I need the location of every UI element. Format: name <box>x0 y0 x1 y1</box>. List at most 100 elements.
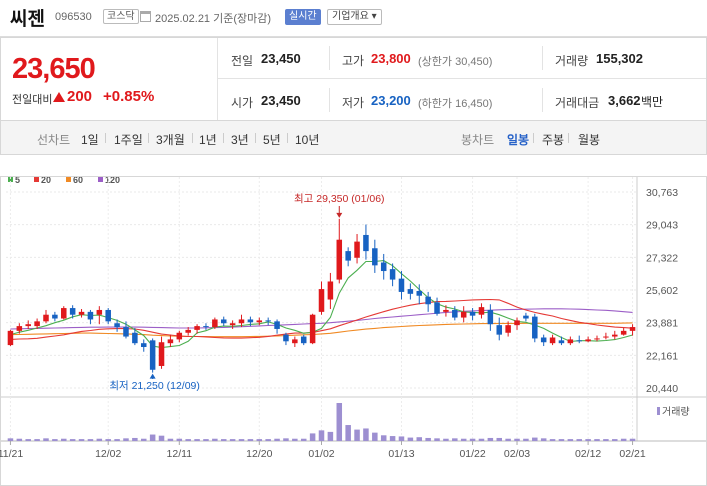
period-5y[interactable]: 5년 <box>263 133 281 147</box>
high-annotation: 최고 29,350 (01/06) <box>294 193 385 205</box>
candle-body <box>140 343 147 347</box>
candle-body <box>540 337 547 343</box>
volume-bar <box>34 439 40 441</box>
candle-body <box>194 326 200 330</box>
candle-body <box>567 339 574 344</box>
volume-bar <box>620 438 627 441</box>
y-tick-label: 22,161 <box>646 350 678 362</box>
candle-body <box>274 321 280 329</box>
divider <box>329 46 330 70</box>
divider <box>255 133 256 143</box>
volume-label: 거래량 <box>555 54 589 68</box>
volume-bar <box>69 439 76 441</box>
volume-bar <box>567 439 574 441</box>
y-tick-label: 25,602 <box>646 285 678 297</box>
period-bar: 선차트 1일 1주일 3개월 1년 3년 5년 10년 봉차트 일봉 주봉 월봉 <box>0 121 707 155</box>
volume-bar <box>318 430 325 441</box>
upper-limit: (상한가 30,450) <box>418 56 493 68</box>
candle-body <box>460 311 467 318</box>
volume-bar <box>132 437 138 441</box>
low-value: 23,200 <box>371 93 411 108</box>
volume-bar <box>425 437 431 441</box>
candle-body <box>416 290 423 296</box>
volume-bar <box>176 438 183 441</box>
divider <box>218 78 706 79</box>
candle-body <box>105 309 111 322</box>
candle-body <box>612 334 618 337</box>
low-label: 저가 <box>342 96 365 110</box>
period-1d[interactable]: 1일 <box>81 133 99 147</box>
legend-ma120: 120 <box>98 175 120 185</box>
volume-bar <box>327 431 334 441</box>
candle-body <box>380 262 387 272</box>
volume-bar <box>443 438 449 441</box>
candle-body <box>309 314 316 344</box>
stock-code: 096530 <box>55 11 92 23</box>
y-tick-label: 29,043 <box>646 220 678 232</box>
volume-bar <box>594 439 600 441</box>
volume-bar <box>585 439 591 441</box>
candle-body <box>318 289 325 312</box>
period-3y[interactable]: 3년 <box>231 133 249 147</box>
current-price: 23,650 <box>12 53 96 85</box>
candle-body <box>7 330 14 346</box>
volume-bar <box>25 439 31 441</box>
x-tick-label: 02/03 <box>504 448 530 460</box>
divider <box>568 133 569 143</box>
prev-label: 전일 <box>231 54 254 68</box>
volume-bar <box>220 439 227 441</box>
candle-body <box>452 309 458 318</box>
amount-label: 거래대금 <box>555 96 600 110</box>
volume-bar <box>238 439 245 441</box>
candle-body <box>203 326 209 328</box>
candle-body <box>345 251 351 261</box>
volume-bar <box>158 435 165 441</box>
period-weekly[interactable]: 주봉 <box>542 133 565 147</box>
calendar-icon <box>140 11 151 22</box>
stock-name: 씨젠 <box>10 9 45 30</box>
x-tick-label: 12/20 <box>246 448 272 460</box>
volume-bar <box>185 439 191 441</box>
x-tick-label: 12/02 <box>95 448 121 460</box>
period-daily[interactable]: 일봉 <box>507 133 530 147</box>
candle-body <box>469 311 476 316</box>
candle-body <box>123 327 129 337</box>
candle-body <box>212 319 218 328</box>
volume-bar <box>380 435 387 441</box>
y-tick-label: 23,881 <box>646 318 678 330</box>
period-monthly[interactable]: 월봉 <box>578 133 601 147</box>
candle-body <box>372 248 378 266</box>
price-chart[interactable]: 30,763 29,043 27,322 25,602 23,881 22,161 20,4… <box>0 155 707 486</box>
volume-bar <box>354 429 360 441</box>
company-overview-button[interactable]: 기업개요 ▾ <box>327 9 382 25</box>
x-tick-label: 11/21 <box>0 448 23 460</box>
volume-bar <box>247 439 254 441</box>
volume-bar <box>78 439 85 441</box>
volume-bar <box>123 438 129 441</box>
volume-bar <box>229 439 236 441</box>
volume-bar <box>514 438 520 441</box>
volume-bar <box>496 437 503 441</box>
line-chart-label: 선차트 <box>37 133 71 147</box>
realtime-button[interactable]: 실시간 <box>285 9 321 25</box>
candle-body <box>43 314 49 322</box>
divider <box>105 133 106 143</box>
candle-body <box>443 309 449 312</box>
lower-limit: (하한가 16,450) <box>418 98 493 110</box>
x-tick-label: 01/22 <box>459 448 485 460</box>
candle-body <box>354 241 360 258</box>
candle-body <box>558 340 565 344</box>
divider <box>148 133 149 143</box>
candle-body <box>34 321 40 327</box>
period-1w[interactable]: 1주일 <box>114 133 143 147</box>
period-1y[interactable]: 1년 <box>199 133 217 147</box>
volume-bar <box>336 403 343 441</box>
volume-bar <box>87 439 94 441</box>
candle-body <box>487 309 494 325</box>
candle-body <box>336 239 343 280</box>
volume-bar <box>460 438 467 441</box>
period-10y[interactable]: 10년 <box>295 133 320 147</box>
period-3m[interactable]: 3개월 <box>156 133 185 147</box>
divider <box>192 133 193 143</box>
candle-body <box>514 320 520 326</box>
